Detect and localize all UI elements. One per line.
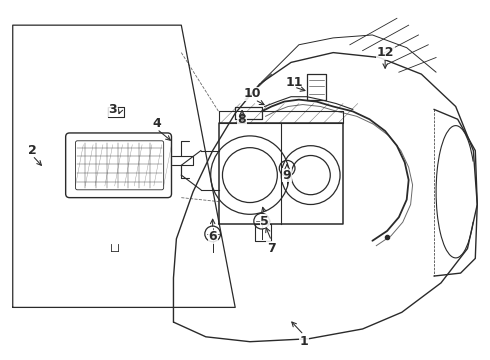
Text: 5: 5	[260, 215, 269, 228]
Text: 10: 10	[243, 87, 261, 100]
Text: 6: 6	[208, 230, 217, 243]
Text: 4: 4	[152, 117, 161, 130]
Text: 12: 12	[376, 46, 394, 59]
Text: 11: 11	[285, 76, 303, 89]
Text: 9: 9	[283, 168, 292, 181]
Text: 3: 3	[108, 103, 117, 116]
Text: 1: 1	[299, 335, 308, 348]
Text: 2: 2	[28, 144, 37, 157]
Text: 7: 7	[267, 242, 276, 255]
Text: 8: 8	[238, 113, 246, 126]
